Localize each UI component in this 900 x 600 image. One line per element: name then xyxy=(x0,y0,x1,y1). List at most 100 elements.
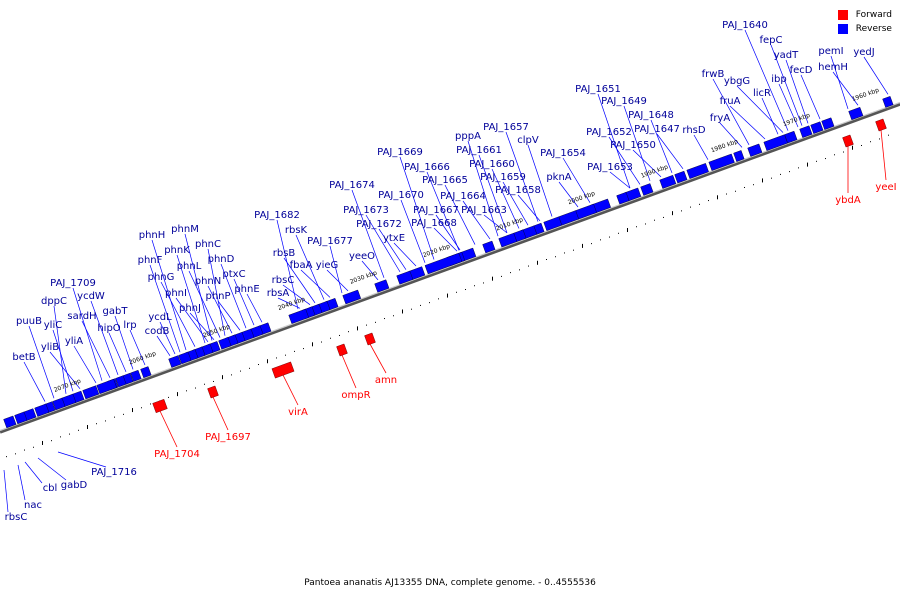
reverse-gene-block xyxy=(674,170,688,184)
scale-dot xyxy=(645,223,646,225)
label-connector xyxy=(462,200,491,240)
gene-label-paj-1709: PAJ_1709 xyxy=(50,278,96,289)
label-connector xyxy=(329,245,343,294)
gene-label-lrp: lrp xyxy=(123,320,136,331)
gene-label-dppc: dppC xyxy=(41,296,67,307)
reverse-gene-block xyxy=(763,134,788,151)
scale-dot xyxy=(762,178,763,183)
label-connector xyxy=(502,181,529,226)
gene-label-rhsd: rhsD xyxy=(682,125,705,136)
label-connector xyxy=(277,297,301,309)
scale-dot xyxy=(429,302,430,304)
gene-label-yieg: yieG xyxy=(316,260,339,271)
label-connector xyxy=(478,154,508,233)
gene-label-paj-1653: PAJ_1653 xyxy=(587,162,633,173)
scale-dot xyxy=(33,446,34,448)
label-connector xyxy=(326,269,349,292)
label-connector xyxy=(149,264,181,353)
label-connector xyxy=(830,55,849,109)
scale-dot xyxy=(726,193,727,195)
reverse-gene-block xyxy=(543,216,563,231)
scale-dot xyxy=(420,304,421,306)
gene-label-paj-1654: PAJ_1654 xyxy=(540,148,586,159)
scale-dot xyxy=(150,403,151,405)
scale-dot xyxy=(285,354,286,356)
gene-label-yeeo: yeeO xyxy=(349,251,375,262)
scale-dot xyxy=(816,160,817,162)
gene-label-sardh: sardH xyxy=(67,311,96,322)
reverse-gene-block xyxy=(52,397,66,411)
gene-label-paj-1667: PAJ_1667 xyxy=(413,205,459,216)
scale-dot xyxy=(636,226,637,228)
gene-label-paj-1651: PAJ_1651 xyxy=(575,84,621,95)
label-connector xyxy=(800,74,821,120)
reverse-gene-block xyxy=(3,415,17,429)
reverse-gene-block xyxy=(34,403,50,417)
gene-label-ybgg: ybgG xyxy=(724,76,750,87)
label-connector xyxy=(53,305,67,394)
scale-dot xyxy=(375,321,376,323)
reverse-gene-block xyxy=(115,375,127,388)
scale-dot xyxy=(654,219,655,221)
gene-label-ptxc: ptxC xyxy=(222,269,245,280)
label-connector xyxy=(378,228,407,270)
reverse-gene-block xyxy=(342,289,362,305)
gene-label-paj-1674: PAJ_1674 xyxy=(329,180,375,191)
scale-dot xyxy=(456,291,457,293)
label-connector xyxy=(24,461,43,484)
gene-label-gabt: gabT xyxy=(103,306,129,317)
tick-label: 2050 kbp xyxy=(202,323,231,339)
forward-gene-ybda xyxy=(842,134,854,148)
scale-dot xyxy=(564,252,565,254)
gene-label-paj-1661: PAJ_1661 xyxy=(456,145,502,156)
tick-label: 1990 kbp xyxy=(640,163,669,179)
gene-label-paj-1664: PAJ_1664 xyxy=(440,191,486,202)
gene-label-paj-1672: PAJ_1672 xyxy=(356,219,402,230)
genome-backbone xyxy=(0,101,900,434)
forward-gene-amn xyxy=(364,332,376,346)
scale-dot xyxy=(582,243,583,248)
gene-label-frya: fryA xyxy=(710,113,731,124)
label-connector xyxy=(189,312,215,340)
scale-dot xyxy=(267,359,268,364)
label-connector xyxy=(160,281,196,347)
label-connector xyxy=(81,320,111,378)
reverse-gene-block xyxy=(82,385,100,400)
gene-label-paj-1652: PAJ_1652 xyxy=(586,127,632,138)
scale-dot xyxy=(744,186,745,188)
scale-dot xyxy=(735,190,736,192)
scale-dot xyxy=(15,453,16,455)
tick-label: 2020 kbp xyxy=(422,243,451,259)
label-connector xyxy=(712,78,750,145)
scale-dot xyxy=(393,315,394,317)
gene-label-phnn: phnN xyxy=(195,276,222,287)
gene-label-ycdw: ycdW xyxy=(77,291,105,302)
forward-gene-vira xyxy=(271,361,295,379)
scale-dot xyxy=(411,308,412,310)
gene-label-ycdl: ycdL xyxy=(148,312,172,323)
label-connector xyxy=(770,44,803,126)
legend-swatch-reverse xyxy=(837,24,848,34)
forward-gene-yeei xyxy=(875,118,887,132)
label-connector xyxy=(365,214,401,273)
reverse-gene-block xyxy=(708,153,735,171)
label-connector xyxy=(108,332,127,373)
gene-label-ylic: yliC xyxy=(44,320,62,331)
label-connector xyxy=(3,469,9,513)
label-lines xyxy=(3,29,889,513)
scale-dot xyxy=(123,413,124,415)
scale-dot xyxy=(231,374,232,376)
gene-label-pkna: pknA xyxy=(546,172,571,183)
label-connector xyxy=(426,171,460,251)
tick-label: 1960 kbp xyxy=(851,87,880,103)
gene-label-paj-1659: PAJ_1659 xyxy=(480,172,526,183)
scale-dot xyxy=(357,326,358,331)
legend-item-forward: Forward xyxy=(837,8,892,22)
label-connector xyxy=(761,97,779,135)
label-connector xyxy=(282,374,299,406)
gene-label-phnf: phnF xyxy=(138,255,163,266)
scale-dot xyxy=(474,285,475,287)
label-connector xyxy=(608,136,641,185)
scale-dot xyxy=(177,392,178,397)
